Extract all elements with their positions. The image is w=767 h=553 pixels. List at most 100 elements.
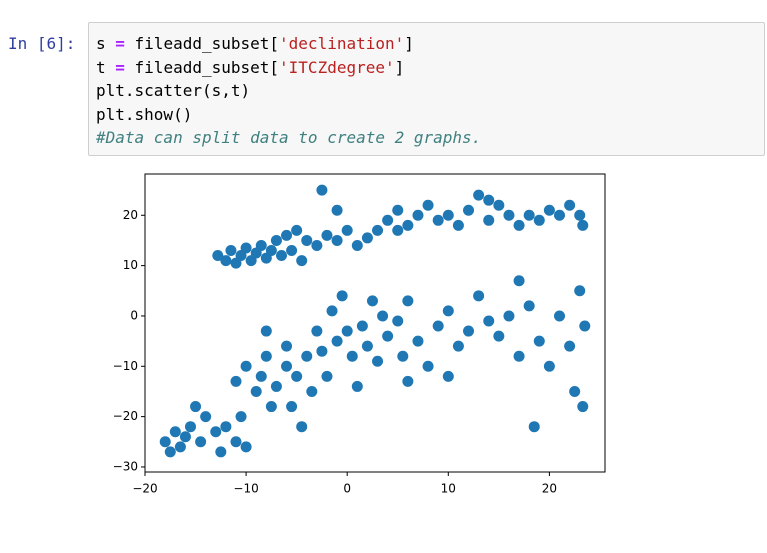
scatter-point — [336, 290, 348, 302]
scatter-point — [341, 224, 353, 236]
code-token: t — [96, 57, 116, 77]
scatter-point — [533, 335, 545, 347]
scatter-point — [432, 214, 444, 226]
code-line: plt.show() — [96, 103, 764, 127]
scatter-point — [281, 360, 293, 372]
code-token: #Data can split data to create 2 graphs. — [96, 128, 482, 147]
scatter-point — [577, 219, 589, 231]
scatter-point — [326, 305, 338, 317]
x-tick-label: 0 — [343, 482, 351, 496]
scatter-point — [331, 335, 343, 347]
scatter-point — [412, 335, 424, 347]
scatter-point — [473, 189, 485, 201]
scatter-point — [351, 380, 363, 392]
x-tick-label: −20 — [132, 482, 157, 496]
scatter-point — [574, 285, 586, 297]
scatter-point — [159, 436, 171, 448]
code-line: #Data can split data to create 2 graphs. — [96, 126, 764, 150]
scatter-point — [377, 310, 389, 322]
code-token: ] — [404, 34, 414, 53]
scatter-point — [392, 315, 404, 327]
code-token: fileadd_subset[ — [124, 57, 280, 77]
scatter-point — [341, 325, 353, 337]
code-token: fileadd_subset[ — [124, 34, 280, 53]
scatter-point — [169, 426, 181, 438]
code-cell[interactable]: s = fileadd_subset['declination'] t = fi… — [88, 22, 765, 156]
scatter-point — [212, 250, 224, 262]
y-tick-label: 20 — [123, 208, 138, 222]
scatter-point — [321, 229, 333, 241]
scatter-point — [382, 214, 394, 226]
scatter-point — [452, 340, 464, 352]
scatter-point — [195, 436, 207, 448]
plot-frame — [144, 173, 606, 473]
scatter-point — [442, 209, 454, 221]
code-line: s = fileadd_subset['declination'] — [96, 32, 764, 56]
scatter-point — [543, 204, 555, 216]
scatter-point — [200, 411, 212, 423]
scatter-point — [270, 380, 282, 392]
scatter-point — [513, 350, 525, 362]
scatter-point — [442, 370, 454, 382]
scatter-point — [296, 421, 308, 433]
scatter-point — [286, 245, 298, 257]
code-token: 'ITCZdegree' — [279, 57, 395, 77]
scatter-point — [577, 401, 589, 413]
scatter-point — [382, 330, 394, 342]
scatter-point — [265, 245, 277, 257]
scatter-point — [296, 255, 308, 267]
x-tick-label: 10 — [441, 482, 456, 496]
scatter-point — [523, 209, 535, 221]
scatter-point — [291, 224, 303, 236]
code-token: = — [115, 34, 125, 53]
scatter-point — [452, 219, 464, 231]
scatter-point — [230, 436, 242, 448]
scatter-point — [346, 350, 358, 362]
scatter-point — [260, 350, 272, 362]
y-tick-label: −10 — [113, 359, 138, 373]
scatter-point — [235, 411, 247, 423]
scatter-point — [291, 370, 303, 382]
scatter-point — [422, 199, 434, 211]
scatter-point — [230, 375, 242, 387]
y-tick-label: −20 — [113, 409, 138, 423]
scatter-point — [260, 325, 272, 337]
scatter-point — [402, 219, 414, 231]
scatter-point — [442, 305, 454, 317]
scatter-point — [311, 239, 323, 251]
scatter-point — [361, 232, 373, 244]
scatter-point — [265, 401, 277, 413]
scatter-point — [240, 360, 252, 372]
scatter-point — [190, 401, 202, 413]
scatter-point — [255, 370, 267, 382]
scatter-point — [554, 310, 566, 322]
scatter-point — [503, 310, 515, 322]
scatter-point — [356, 320, 368, 332]
scatter-point — [361, 340, 373, 352]
code-token: s — [96, 34, 116, 53]
scatter-point — [250, 385, 262, 397]
cell-prompt: In [6]: — [8, 34, 76, 53]
y-tick-label: −30 — [113, 459, 138, 473]
scatter-point — [275, 250, 287, 262]
scatter-point — [412, 209, 424, 221]
scatter-point — [286, 401, 298, 413]
scatter-point — [372, 355, 384, 367]
scatter-point — [574, 209, 586, 221]
scatter-point — [281, 229, 293, 241]
scatter-point — [301, 234, 313, 246]
code-token: plt.scatter(s,t) — [96, 81, 251, 100]
scatter-point — [306, 385, 318, 397]
scatter-point — [255, 239, 267, 251]
scatter-point — [579, 320, 591, 332]
scatter-point — [513, 275, 525, 287]
scatter-point — [321, 370, 333, 382]
scatter-point — [483, 214, 495, 226]
scatter-point — [316, 184, 328, 196]
code-token: ] — [394, 57, 405, 77]
scatter-point — [351, 239, 363, 251]
scatter-point — [463, 325, 475, 337]
scatter-point — [533, 214, 545, 226]
